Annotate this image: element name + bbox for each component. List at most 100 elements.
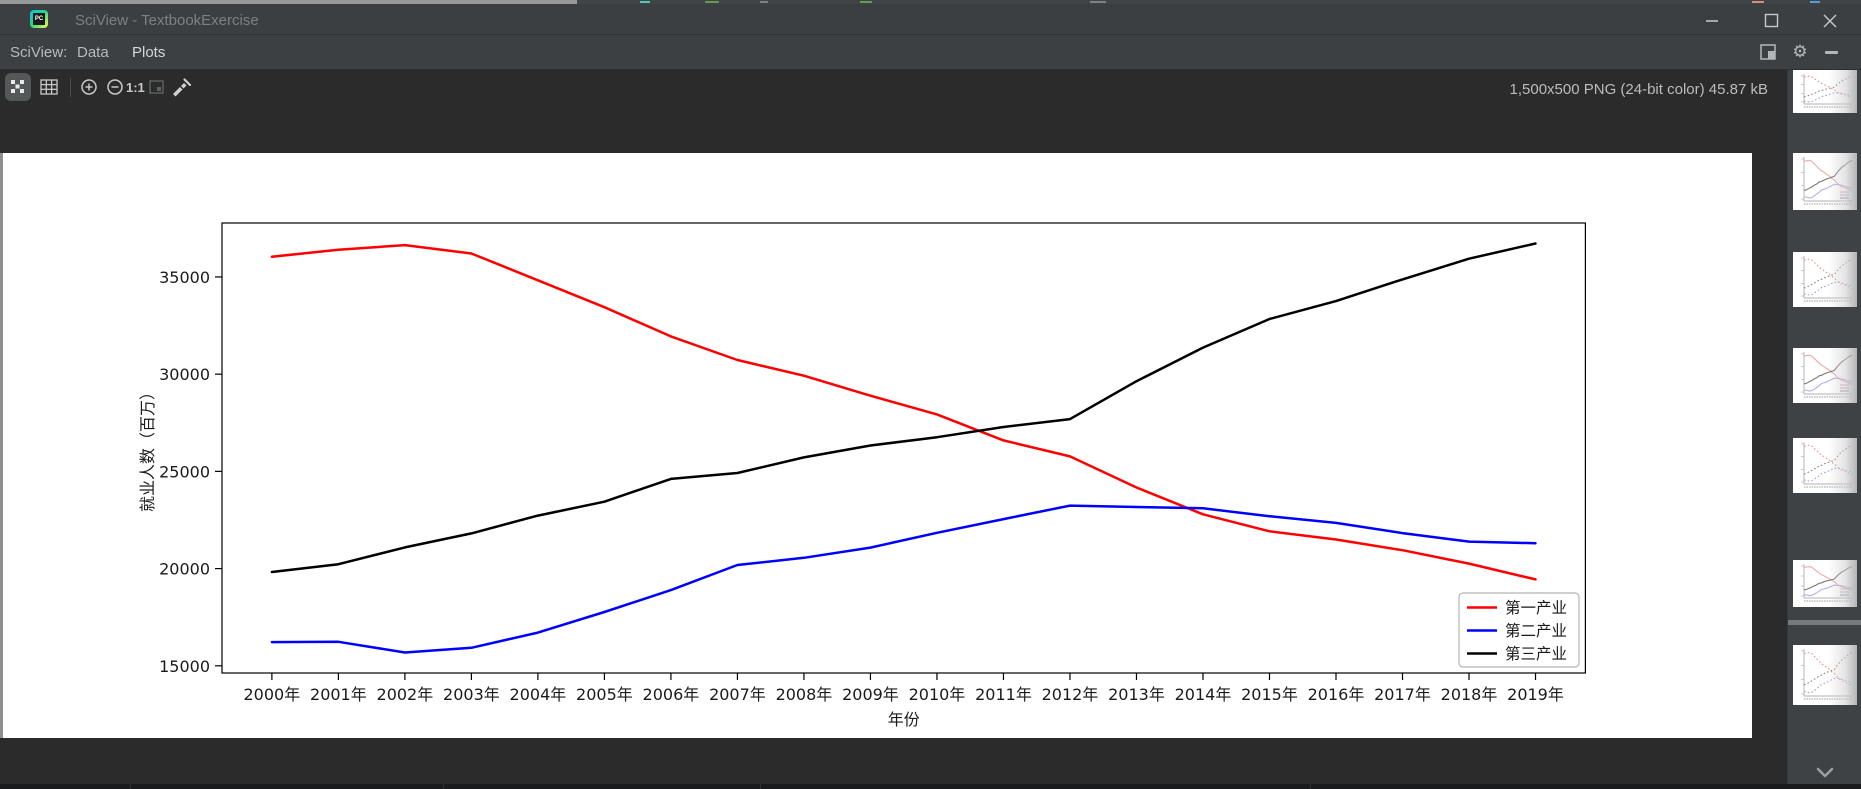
table-icon xyxy=(40,79,58,95)
x-tick-label: 2003年 xyxy=(443,685,500,704)
series-line-1 xyxy=(270,504,1537,654)
thumbnail-separator xyxy=(1788,620,1861,625)
plot-thumbnail[interactable] xyxy=(1793,252,1857,307)
zoom-in-button[interactable] xyxy=(76,73,102,101)
plot-thumbnail[interactable] xyxy=(1793,645,1857,705)
x-tick-label: 2019年 xyxy=(1507,685,1564,704)
scroll-down-button[interactable] xyxy=(1812,764,1838,782)
x-tick-label: 2018年 xyxy=(1441,685,1498,704)
legend-box xyxy=(1458,592,1580,668)
y-tick-label: 25000 xyxy=(159,462,210,481)
x-tick-label: 2004年 xyxy=(510,685,567,704)
window-title: SciView - TextbookExercise xyxy=(75,12,259,29)
plot-thumbnail[interactable] xyxy=(1793,70,1857,113)
x-tick-label: 2001年 xyxy=(310,685,367,704)
thumbnail-fade-overlay xyxy=(1793,645,1857,705)
y-tick-label: 30000 xyxy=(159,365,210,384)
background-window-light-segment xyxy=(0,0,577,4)
maximize-button[interactable] xyxy=(1756,12,1786,30)
y-tick-label: 20000 xyxy=(159,560,210,579)
title-bar: PC SciView - TextbookExercise xyxy=(0,4,1861,35)
background-window-speck xyxy=(1090,1,1106,3)
taskbar-sliver xyxy=(0,784,1861,789)
sciview-tab-bar: SciView: Data Plots ⚙ xyxy=(0,35,1861,103)
x-tick-label: 2000年 xyxy=(244,685,301,704)
image-info-text: 1,500x500 PNG (24-bit color) 45.87 kB xyxy=(1509,81,1768,98)
plot-thumbnail[interactable] xyxy=(1793,438,1857,493)
tab-data[interactable]: Data xyxy=(77,44,109,61)
window-left-edge xyxy=(0,153,3,738)
fit-frame-icon xyxy=(149,80,164,94)
fit-frame-button[interactable] xyxy=(144,73,170,101)
x-tick-label: 2002年 xyxy=(377,685,434,704)
thumbnail-fade-overlay xyxy=(1793,560,1857,607)
minimize-button[interactable] xyxy=(1697,12,1727,30)
background-window-speck xyxy=(1810,1,1820,3)
background-window-speck xyxy=(1752,1,1764,3)
background-window-speck xyxy=(760,1,768,3)
toolbar-separator xyxy=(70,78,71,97)
preview-panel-icon xyxy=(1760,44,1776,60)
x-tick-label: 2010年 xyxy=(909,685,966,704)
x-tick-label: 2007年 xyxy=(709,685,766,704)
color-picker-button[interactable] xyxy=(168,73,194,101)
plot-thumbnail[interactable] xyxy=(1793,153,1857,210)
chevron-down-icon xyxy=(1816,767,1834,778)
minimize-icon xyxy=(1706,20,1718,22)
x-tick-label: 2017年 xyxy=(1374,685,1431,704)
plot-frame xyxy=(221,222,1587,674)
background-window-speck xyxy=(860,1,872,3)
x-tick-label: 2011年 xyxy=(975,685,1032,704)
maximize-icon xyxy=(1764,13,1779,28)
gear-icon: ⚙ xyxy=(1792,42,1808,61)
actual-size-button[interactable]: 1:1 xyxy=(126,80,145,95)
legend-label: 第三产业 xyxy=(1505,645,1567,663)
thumbnail-fade-overlay xyxy=(1793,153,1857,210)
minus-icon xyxy=(1825,51,1838,54)
thumbnail-fade-overlay xyxy=(1793,438,1857,493)
plot-image-canvas: 15000 20000 25000 30000 35000 2000年 2001年 2002年… xyxy=(3,153,1752,738)
series-line-0 xyxy=(270,243,1537,581)
x-tick-label: 2015年 xyxy=(1241,685,1298,704)
sciview-label: SciView: xyxy=(10,44,68,61)
zoom-in-icon xyxy=(81,79,97,95)
employment-line-chart: 15000 20000 25000 30000 35000 2000年 2001年 2002年… xyxy=(138,222,1587,729)
fit-grid-button[interactable] xyxy=(5,73,31,101)
thumbnail-fade-overlay xyxy=(1793,348,1857,403)
zoom-out-button[interactable] xyxy=(102,73,128,101)
x-tick-label: 2009年 xyxy=(842,685,899,704)
tab-plots[interactable]: Plots xyxy=(132,44,166,61)
series-line-2 xyxy=(270,242,1537,574)
plot-thumbnail[interactable] xyxy=(1793,560,1857,607)
y-axis-label: 就业人数（百万） xyxy=(138,384,157,512)
eyedropper-icon xyxy=(173,78,192,97)
legend-label: 第二产业 xyxy=(1505,622,1567,640)
plot-thumbnail[interactable] xyxy=(1793,348,1857,403)
thumbnail-fade-overlay xyxy=(1793,70,1857,113)
preview-panel-toggle-button[interactable] xyxy=(1757,41,1779,63)
close-button[interactable] xyxy=(1815,12,1845,30)
background-window-speck xyxy=(705,1,719,3)
hide-panel-button[interactable] xyxy=(1821,41,1843,63)
y-tick-label: 35000 xyxy=(159,268,210,287)
close-icon xyxy=(1823,14,1837,28)
background-window-speck xyxy=(640,1,650,3)
legend-label: 第一产业 xyxy=(1505,599,1567,617)
thumbnail-fade-overlay xyxy=(1793,252,1857,307)
fit-grid-icon xyxy=(11,80,24,93)
x-tick-label: 2005年 xyxy=(576,685,633,704)
plots-thumbnail-sidebar xyxy=(1787,70,1861,789)
background-window-edge xyxy=(0,0,1861,4)
x-axis-label: 年份 xyxy=(888,710,920,729)
plots-toolbar: 1:1 1,500x500 PNG (24-bit color) 45.87 k… xyxy=(0,70,1861,105)
table-view-button[interactable] xyxy=(36,73,62,101)
x-tick-label: 2013年 xyxy=(1108,685,1165,704)
zoom-out-icon xyxy=(107,79,123,95)
settings-button[interactable]: ⚙ xyxy=(1789,41,1811,63)
pycharm-logo-icon: PC xyxy=(30,10,48,28)
x-tick-label: 2014年 xyxy=(1175,685,1232,704)
x-tick-label: 2016年 xyxy=(1308,685,1365,704)
x-tick-label: 2008年 xyxy=(776,685,833,704)
